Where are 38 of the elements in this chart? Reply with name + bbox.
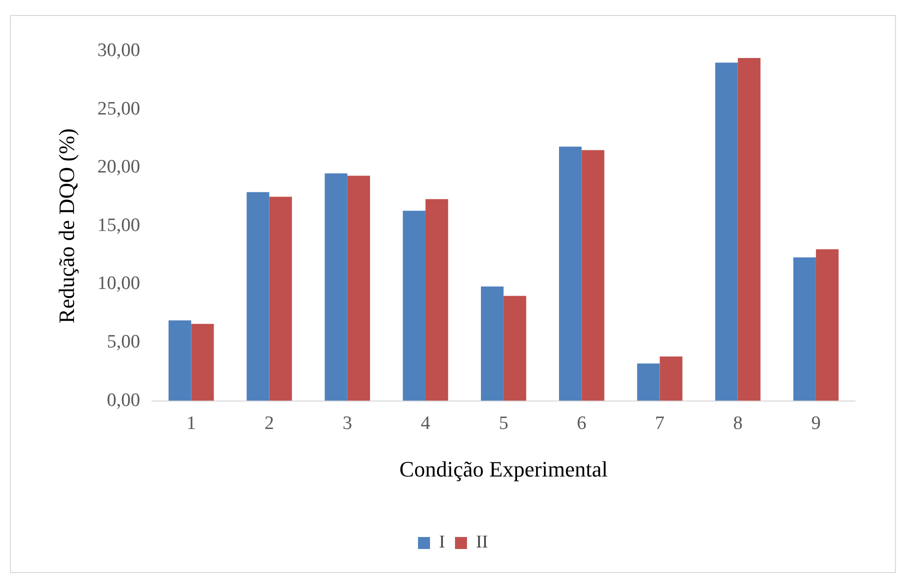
x-tick-label: 6: [576, 413, 586, 434]
legend-label: I: [439, 532, 446, 552]
x-tick-label: 1: [186, 413, 196, 434]
bar: [816, 249, 839, 401]
bar: [425, 199, 448, 401]
x-tick-label: 8: [733, 413, 743, 434]
bar: [504, 296, 526, 401]
x-tick-label: 5: [498, 413, 508, 434]
bar: [191, 324, 214, 401]
bar: [637, 363, 660, 401]
y-axis-title: Redução de DQO (%): [54, 128, 79, 324]
x-axis-title: Condição Experimental: [399, 456, 608, 482]
bar: [324, 173, 348, 401]
bar: [347, 176, 370, 401]
y-tick-label: 0,00: [106, 390, 140, 411]
bar: [660, 356, 682, 401]
bar: [246, 192, 270, 401]
x-tick-label: 3: [342, 413, 352, 434]
y-tick-label: 5,00: [106, 331, 140, 352]
x-tick-label: 2: [264, 413, 274, 434]
bar: [269, 196, 292, 401]
y-tick-label: 10,00: [97, 273, 140, 294]
bar: [582, 150, 604, 401]
y-tick-label: 30,00: [97, 40, 140, 61]
bar: [402, 210, 426, 401]
x-tick-label: 7: [655, 413, 665, 434]
y-tick-label: 25,00: [97, 98, 140, 120]
y-tick-label: 15,00: [97, 214, 140, 236]
x-tick-label: 9: [811, 413, 821, 434]
bar: [480, 286, 504, 401]
bar: [168, 320, 192, 401]
y-tick-label: 20,00: [97, 156, 140, 178]
bar: [715, 62, 738, 401]
legend-label: II: [476, 532, 488, 552]
bar: [559, 146, 582, 401]
x-tick-label: 4: [420, 413, 431, 434]
bar: [793, 257, 816, 401]
bar: [738, 58, 761, 401]
